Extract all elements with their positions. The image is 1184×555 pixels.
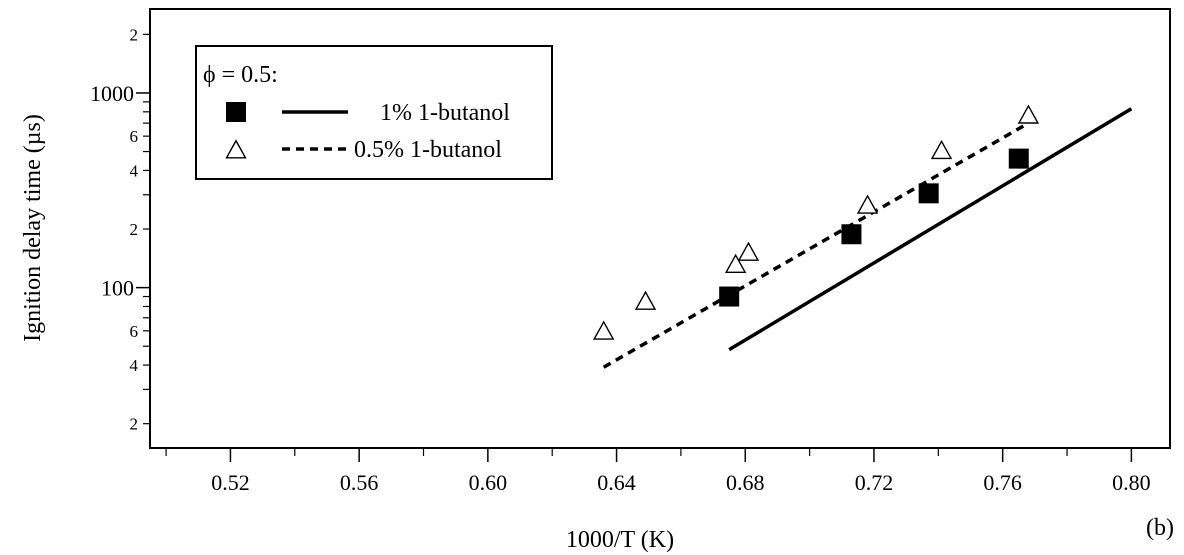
legend-marker-square — [226, 102, 246, 122]
y-minor-label: 6 — [130, 322, 139, 341]
data-point-triangle — [737, 241, 760, 261]
y-major-label: 1000 — [90, 81, 134, 106]
data-point-triangle — [724, 253, 747, 273]
model-line-2 — [602, 121, 1030, 369]
x-tick-label: 0.64 — [597, 470, 636, 495]
y-minor-label: 2 — [130, 220, 139, 239]
legend-header: ϕ = 0.5: — [203, 62, 278, 88]
x-tick-label: 0.72 — [855, 470, 894, 495]
data-point-triangle — [856, 194, 879, 214]
x-tick-label: 0.52 — [211, 470, 250, 495]
legend-label: 1% 1-butanol — [380, 100, 510, 126]
y-axis: 100 1000 2 4 6 2 4 6 2 — [90, 25, 150, 434]
y-major-label: 100 — [101, 276, 134, 301]
y-minor-label: 4 — [130, 356, 139, 375]
model-line-1 — [728, 107, 1133, 352]
data-point-square — [918, 183, 939, 204]
data-point-square — [719, 286, 740, 307]
y-minor-label: 6 — [130, 127, 139, 146]
data-points — [593, 104, 1040, 340]
x-tick-label: 0.76 — [983, 470, 1022, 495]
data-point-triangle — [634, 290, 657, 310]
y-minor-label: 2 — [130, 25, 139, 44]
data-point-square — [1008, 148, 1029, 169]
legend-label: 0.5% 1-butanol — [354, 137, 502, 163]
y-minor-label: 4 — [130, 161, 139, 180]
x-axis-title: 1000/T (K) — [566, 527, 674, 553]
data-point-triangle — [593, 320, 615, 340]
x-tick-label: 0.80 — [1112, 470, 1151, 495]
data-point-triangle — [930, 139, 953, 160]
legend: ϕ = 0.5: 1% 1-butanol 0.5% 1-butanol — [195, 45, 553, 180]
x-axis: 0.52 0.56 0.60 0.64 0.68 0.72 0.76 0.80 — [165, 448, 1151, 495]
legend-box — [195, 45, 553, 180]
x-tick-label: 0.68 — [726, 470, 765, 495]
y-axis-title: Ignition delay time (µs) — [20, 114, 46, 342]
legend-marker-triangle — [225, 139, 247, 159]
y-minor-label: 2 — [130, 415, 139, 434]
panel-label: (b) — [1146, 515, 1174, 541]
model-lines — [602, 107, 1133, 369]
x-tick-label: 0.56 — [340, 470, 379, 495]
x-tick-label: 0.60 — [469, 470, 508, 495]
data-point-triangle — [1017, 104, 1040, 124]
data-point-square — [841, 224, 862, 245]
